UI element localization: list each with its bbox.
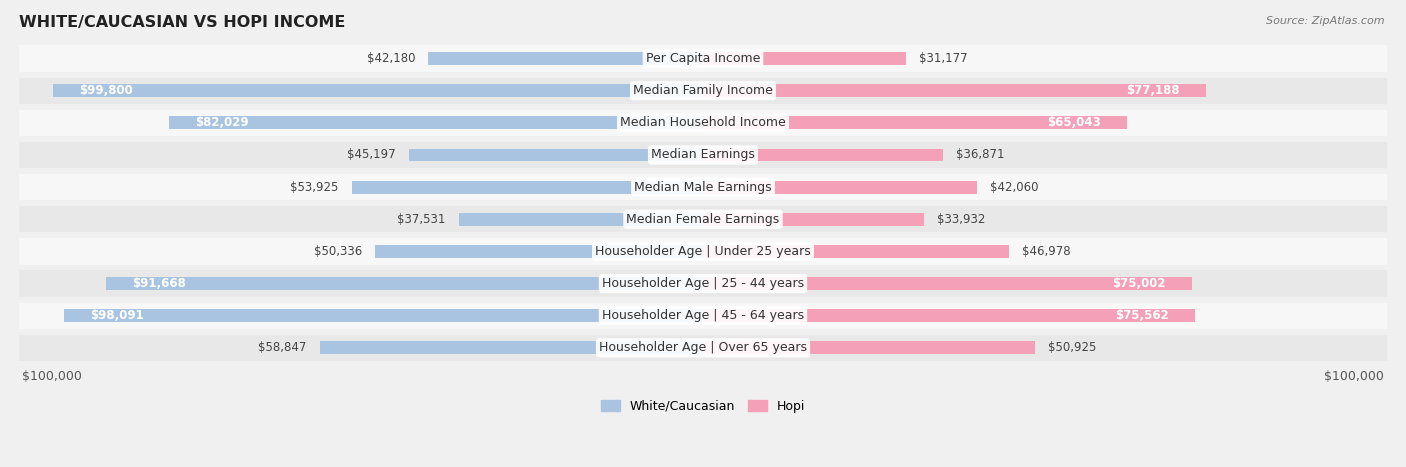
Bar xyxy=(20,206,1386,233)
Text: $91,668: $91,668 xyxy=(132,277,186,290)
Bar xyxy=(703,341,1035,354)
Bar xyxy=(703,52,905,65)
Bar xyxy=(20,335,1386,361)
Bar xyxy=(458,213,703,226)
Bar xyxy=(703,84,1206,97)
Text: Householder Age | Over 65 years: Householder Age | Over 65 years xyxy=(599,341,807,354)
Bar xyxy=(703,245,1010,258)
Bar xyxy=(20,238,1386,265)
Text: $45,197: $45,197 xyxy=(347,149,395,162)
Text: Median Earnings: Median Earnings xyxy=(651,149,755,162)
Text: $33,932: $33,932 xyxy=(936,213,986,226)
Text: $50,336: $50,336 xyxy=(314,245,363,258)
Text: $53,925: $53,925 xyxy=(290,181,339,194)
Legend: White/Caucasian, Hopi: White/Caucasian, Hopi xyxy=(596,395,810,417)
Text: $36,871: $36,871 xyxy=(956,149,1005,162)
Text: Median Female Earnings: Median Female Earnings xyxy=(627,213,779,226)
Bar xyxy=(703,116,1126,129)
Bar xyxy=(703,149,943,162)
Text: Median Male Earnings: Median Male Earnings xyxy=(634,181,772,194)
Text: Householder Age | Under 25 years: Householder Age | Under 25 years xyxy=(595,245,811,258)
Text: Householder Age | 25 - 44 years: Householder Age | 25 - 44 years xyxy=(602,277,804,290)
Bar xyxy=(65,309,703,322)
Bar xyxy=(20,270,1386,297)
Text: Median Family Income: Median Family Income xyxy=(633,84,773,97)
Bar xyxy=(319,341,703,354)
Bar xyxy=(105,277,703,290)
Bar xyxy=(20,303,1386,329)
Text: $98,091: $98,091 xyxy=(90,309,143,322)
Bar xyxy=(409,149,703,162)
Bar xyxy=(703,181,977,193)
Bar xyxy=(703,213,924,226)
Text: $75,562: $75,562 xyxy=(1115,309,1170,322)
Bar xyxy=(352,181,703,193)
Text: $75,002: $75,002 xyxy=(1112,277,1166,290)
Text: $65,043: $65,043 xyxy=(1047,116,1101,129)
Text: $99,800: $99,800 xyxy=(79,84,132,97)
Text: $42,060: $42,060 xyxy=(990,181,1039,194)
Bar xyxy=(703,309,1195,322)
Bar xyxy=(20,142,1386,168)
Bar xyxy=(429,52,703,65)
Bar xyxy=(20,174,1386,200)
Bar xyxy=(375,245,703,258)
Text: $42,180: $42,180 xyxy=(367,52,415,65)
Text: Median Household Income: Median Household Income xyxy=(620,116,786,129)
Text: $58,847: $58,847 xyxy=(259,341,307,354)
Bar xyxy=(20,110,1386,136)
Bar xyxy=(169,116,703,129)
Text: Per Capita Income: Per Capita Income xyxy=(645,52,761,65)
Text: $46,978: $46,978 xyxy=(1022,245,1071,258)
Text: $31,177: $31,177 xyxy=(920,52,967,65)
Bar xyxy=(20,78,1386,104)
Bar xyxy=(703,277,1192,290)
Text: $37,531: $37,531 xyxy=(396,213,446,226)
Text: Householder Age | 45 - 64 years: Householder Age | 45 - 64 years xyxy=(602,309,804,322)
Bar xyxy=(20,45,1386,72)
Text: $82,029: $82,029 xyxy=(194,116,249,129)
Text: WHITE/CAUCASIAN VS HOPI INCOME: WHITE/CAUCASIAN VS HOPI INCOME xyxy=(20,15,346,30)
Bar xyxy=(53,84,703,97)
Text: $50,925: $50,925 xyxy=(1047,341,1097,354)
Text: $77,188: $77,188 xyxy=(1126,84,1180,97)
Text: Source: ZipAtlas.com: Source: ZipAtlas.com xyxy=(1267,16,1385,26)
